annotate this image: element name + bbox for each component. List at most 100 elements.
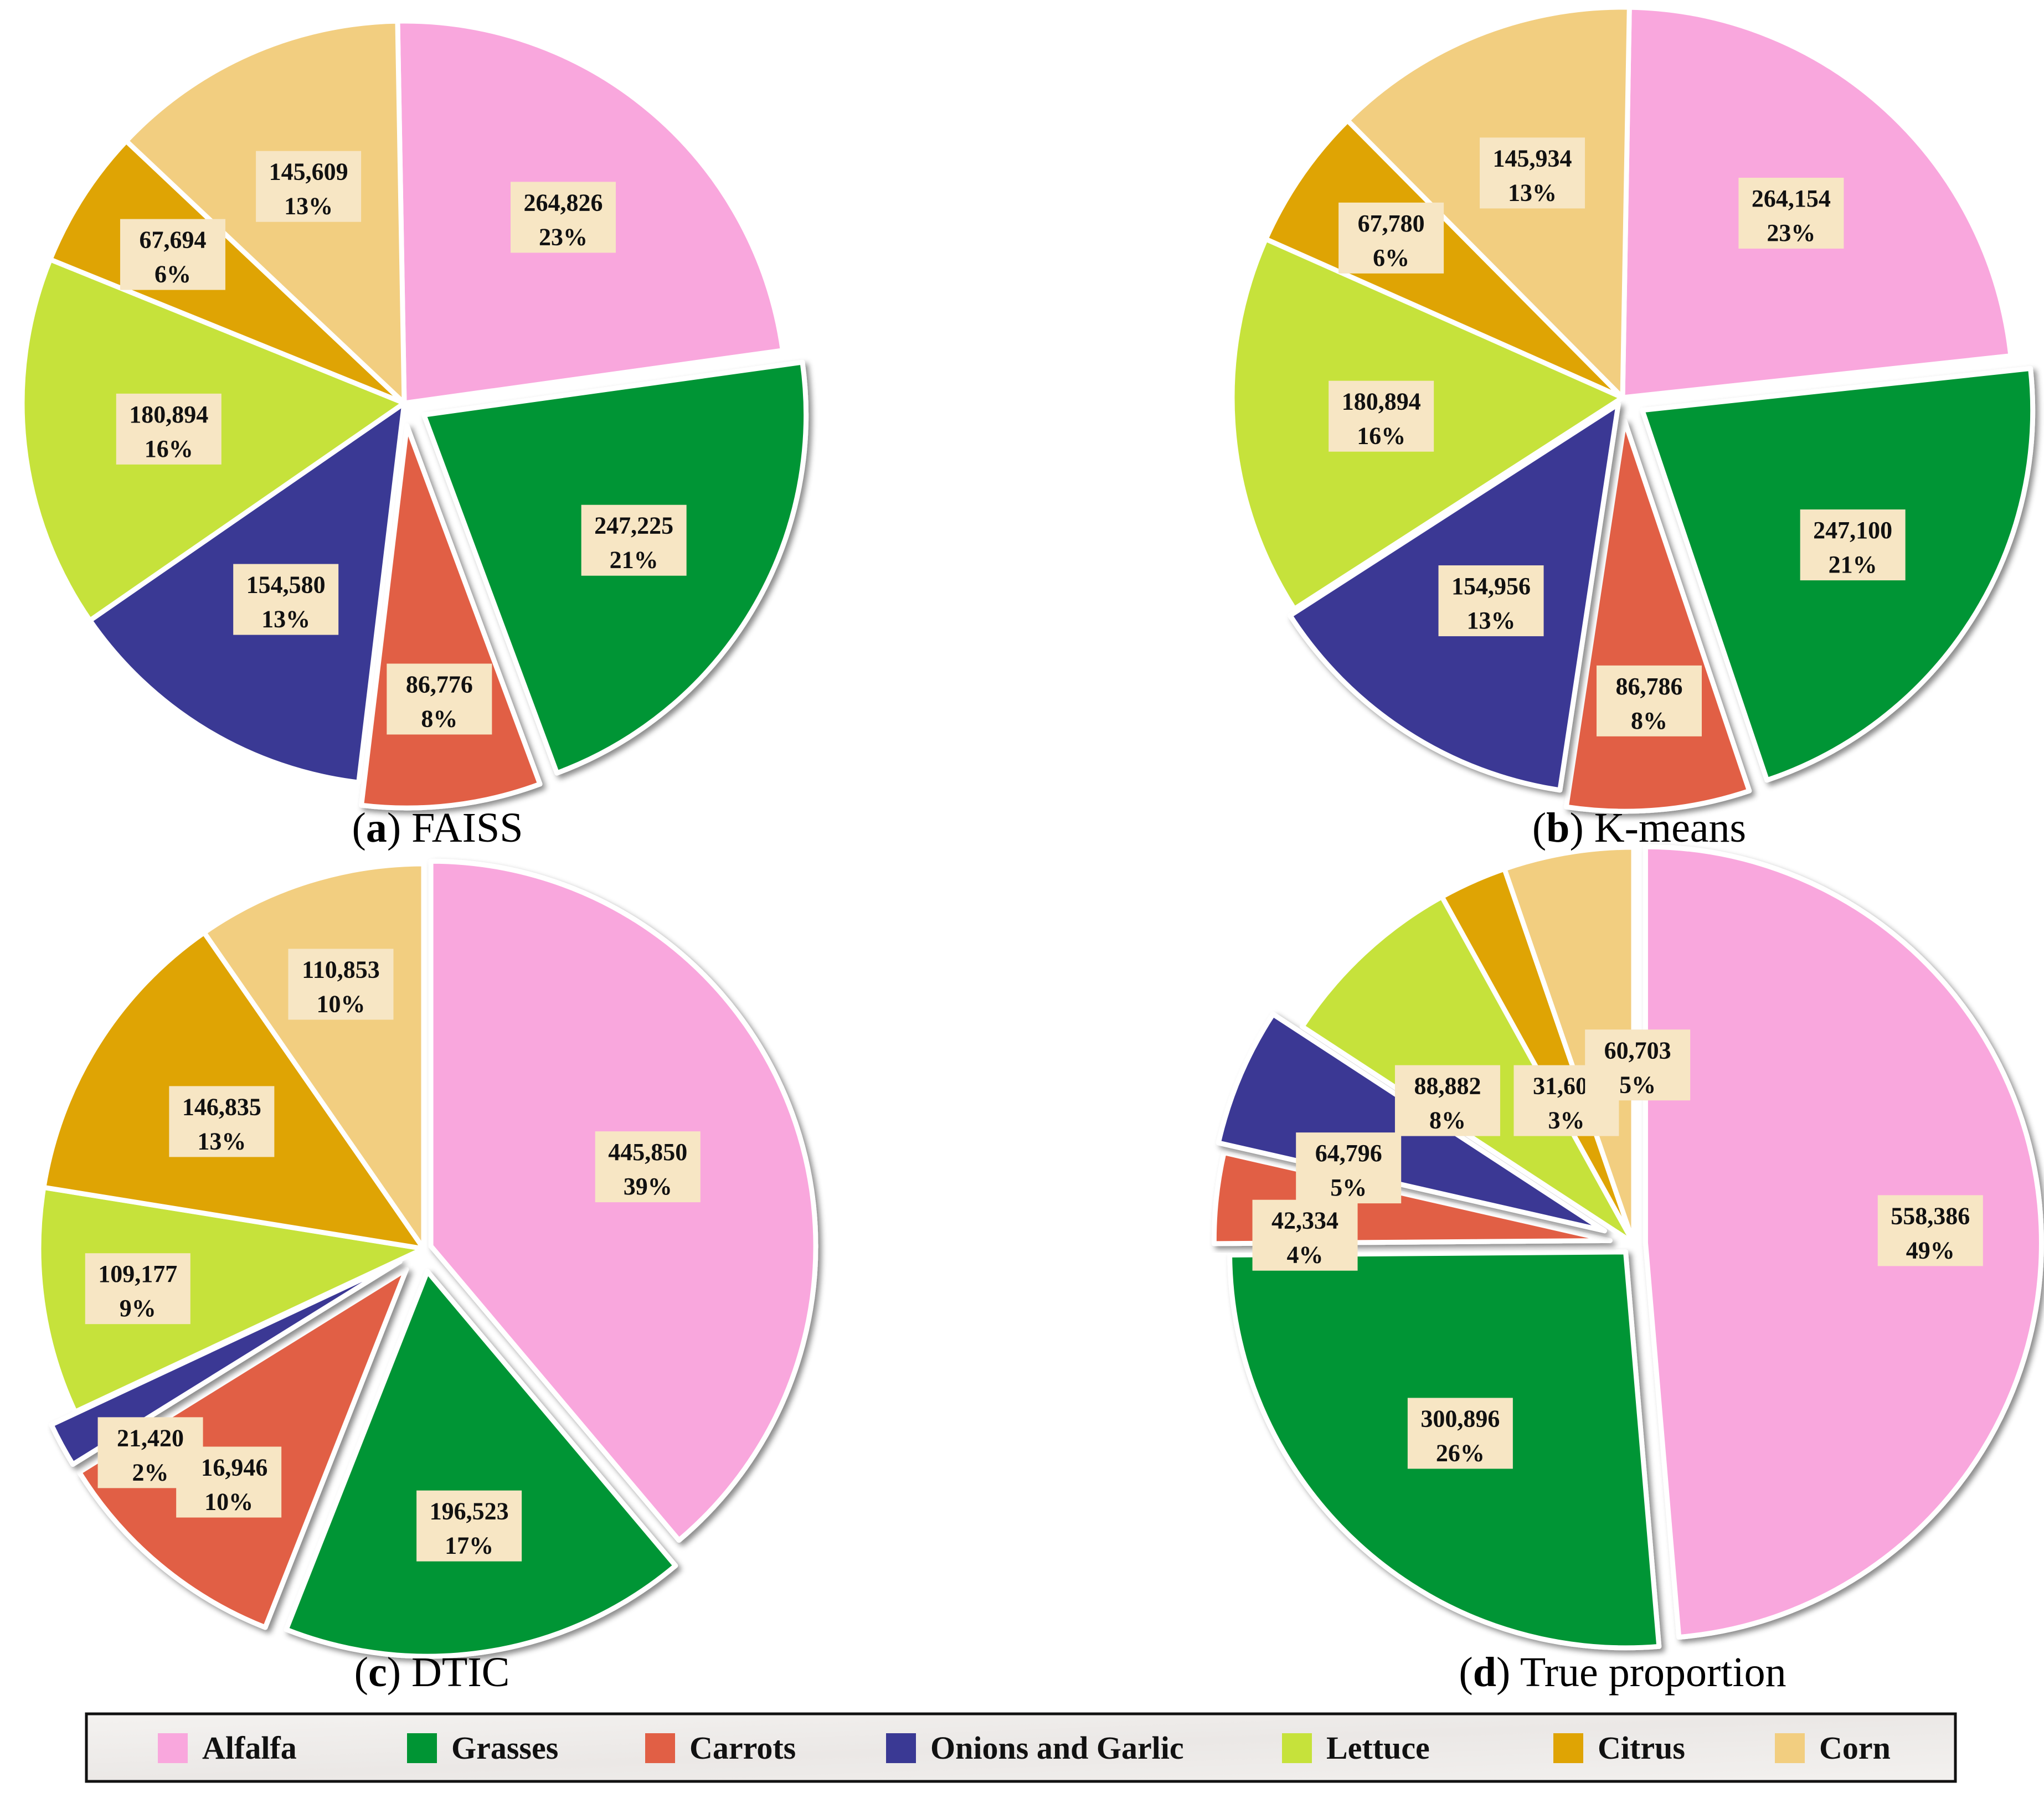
data-label-true-proportion-corn: 60,703 5% bbox=[1585, 1029, 1691, 1101]
data-label-faiss-grasses: 247,225 21% bbox=[581, 504, 687, 576]
data-label-faiss-alfalfa: 264,826 23% bbox=[511, 182, 616, 253]
data-label-box bbox=[1877, 1195, 1983, 1266]
data-label-box bbox=[288, 949, 394, 1020]
data-label-value: 86,776 bbox=[406, 671, 473, 698]
caption-dtic: (c) DTIC bbox=[354, 1649, 510, 1696]
legend-item-onions-and-garlic: Onions and Garlic bbox=[886, 1730, 1184, 1766]
pie-faiss: 264,826 23% 247,225 21% 86,776 8% 154,580 13% 18… bbox=[19, 18, 809, 811]
data-label-value: 154,956 bbox=[1451, 573, 1531, 600]
data-label-box bbox=[1738, 177, 1844, 249]
data-label-faiss-corn: 145,609 13% bbox=[256, 151, 362, 222]
data-label-faiss-lettuce: 180,894 16% bbox=[116, 393, 222, 465]
data-label-percent: 16% bbox=[1357, 423, 1405, 450]
data-label-percent: 5% bbox=[1619, 1071, 1656, 1098]
data-label-value: 247,100 bbox=[1813, 517, 1892, 544]
slice-dtic-onions-and-garlic bbox=[49, 1259, 403, 1467]
legend-swatch-onions-and-garlic bbox=[886, 1733, 916, 1763]
legend-frame bbox=[85, 1712, 1957, 1783]
data-label-k-means-citrus: 67,780 6% bbox=[1338, 202, 1444, 274]
data-label-box bbox=[511, 182, 616, 253]
data-label-k-means-carrots: 86,786 8% bbox=[1597, 665, 1702, 736]
data-label-percent: 26% bbox=[1436, 1439, 1485, 1466]
data-label-percent: 8% bbox=[421, 705, 457, 732]
data-label-percent: 2% bbox=[132, 1459, 169, 1486]
data-label-box bbox=[595, 1131, 701, 1203]
data-label-k-means-alfalfa: 264,154 23% bbox=[1738, 177, 1844, 249]
caption-kmeans: (b) K-means bbox=[1532, 805, 1746, 851]
legend-label-lettuce: Lettuce bbox=[1326, 1730, 1430, 1766]
legend-label-carrots: Carrots bbox=[689, 1730, 796, 1766]
data-label-dtic-corn: 110,853 10% bbox=[288, 949, 394, 1020]
data-label-value: 180,894 bbox=[129, 401, 208, 428]
data-label-percent: 16% bbox=[145, 435, 193, 462]
legend-swatch-citrus bbox=[1553, 1733, 1583, 1763]
data-label-percent: 4% bbox=[1287, 1241, 1324, 1269]
legend-label-citrus: Citrus bbox=[1598, 1730, 1685, 1766]
legend-item-citrus: Citrus bbox=[1553, 1730, 1685, 1766]
data-label-percent: 13% bbox=[261, 606, 310, 633]
data-label-faiss-onions-and-garlic: 154,580 13% bbox=[233, 564, 339, 635]
data-label-percent: 10% bbox=[204, 1488, 253, 1515]
data-label-box bbox=[1480, 137, 1585, 209]
caption-faiss: (a) FAISS bbox=[352, 805, 523, 851]
data-label-value: 21,420 bbox=[117, 1424, 184, 1451]
data-label-percent: 49% bbox=[1906, 1237, 1955, 1264]
caption-true-proportion: (d) True proportion bbox=[1459, 1649, 1786, 1696]
data-label-percent: 13% bbox=[197, 1127, 246, 1155]
legend-item-lettuce: Lettuce bbox=[1282, 1730, 1430, 1766]
legend-label-alfalfa: Alfalfa bbox=[202, 1730, 297, 1766]
data-label-dtic-grasses: 196,523 17% bbox=[416, 1490, 522, 1562]
data-label-box bbox=[1329, 380, 1434, 452]
data-label-value: 264,154 bbox=[1752, 185, 1831, 212]
legend-label-corn: Corn bbox=[1819, 1730, 1891, 1766]
data-label-box bbox=[1296, 1132, 1402, 1204]
data-label-box bbox=[1800, 509, 1906, 581]
data-label-percent: 9% bbox=[120, 1295, 156, 1322]
data-label-box bbox=[387, 663, 492, 735]
data-label-box bbox=[1438, 565, 1544, 636]
data-label-percent: 21% bbox=[610, 547, 658, 574]
data-label-k-means-corn: 145,934 13% bbox=[1480, 137, 1585, 209]
data-label-dtic-onions-and-garlic: 21,420 2% bbox=[97, 1417, 203, 1488]
data-label-percent: 39% bbox=[624, 1173, 672, 1200]
data-label-value: 264,826 bbox=[524, 189, 603, 216]
legend-label-grasses: Grasses bbox=[451, 1730, 558, 1766]
data-label-percent: 10% bbox=[316, 990, 365, 1017]
data-label-box bbox=[233, 564, 339, 635]
data-label-k-means-onions-and-garlic: 154,956 13% bbox=[1438, 565, 1544, 636]
data-label-value: 247,225 bbox=[594, 512, 673, 539]
slice-faiss-citrus bbox=[48, 138, 407, 406]
data-label-percent: 6% bbox=[1373, 244, 1409, 271]
legend-swatch-grasses bbox=[407, 1733, 437, 1763]
data-label-dtic-citrus: 146,835 13% bbox=[169, 1086, 275, 1157]
legend: Alfalfa Grasses Carrots Onions and Garlic Le… bbox=[85, 1712, 1957, 1783]
data-label-dtic-lettuce: 109,177 9% bbox=[85, 1253, 191, 1325]
data-label-value: 146,835 bbox=[182, 1093, 261, 1120]
data-label-percent: 13% bbox=[284, 193, 333, 220]
pie-true-proportion: 558,386 49% 300,896 26% 42,334 4% 64,796 5% 88,8… bbox=[1211, 844, 2044, 1651]
data-label-box bbox=[1407, 1398, 1513, 1469]
pie-dtic: 445,85039%196,52317%116,94610%21,4202%10… bbox=[36, 858, 818, 1659]
data-label-box bbox=[120, 219, 225, 290]
data-label-percent: 21% bbox=[1829, 551, 1877, 578]
data-label-value: 196,523 bbox=[430, 1498, 509, 1525]
data-label-k-means-grasses: 247,100 21% bbox=[1800, 509, 1906, 581]
data-label-box bbox=[85, 1253, 191, 1325]
data-label-true-proportion-carrots: 42,334 4% bbox=[1252, 1199, 1358, 1271]
legend-item-carrots: Carrots bbox=[645, 1730, 796, 1766]
data-label-percent: 23% bbox=[539, 223, 588, 250]
slice-true-proportion-corn bbox=[1502, 844, 1636, 1246]
legend-label-onions-and-garlic: Onions and Garlic bbox=[930, 1730, 1184, 1766]
data-label-value: 42,334 bbox=[1271, 1207, 1338, 1234]
data-label-value: 60,703 bbox=[1604, 1037, 1671, 1064]
data-label-box bbox=[1394, 1065, 1500, 1136]
data-label-box bbox=[581, 504, 687, 576]
legend-item-corn: Corn bbox=[1775, 1730, 1891, 1766]
data-label-value: 558,386 bbox=[1891, 1202, 1970, 1229]
slice-k-means-citrus bbox=[1263, 118, 1625, 400]
legend-swatch-corn bbox=[1775, 1733, 1805, 1763]
legend-swatch-lettuce bbox=[1282, 1733, 1312, 1763]
data-label-percent: 6% bbox=[155, 261, 191, 288]
data-label-value: 145,934 bbox=[1493, 145, 1572, 172]
